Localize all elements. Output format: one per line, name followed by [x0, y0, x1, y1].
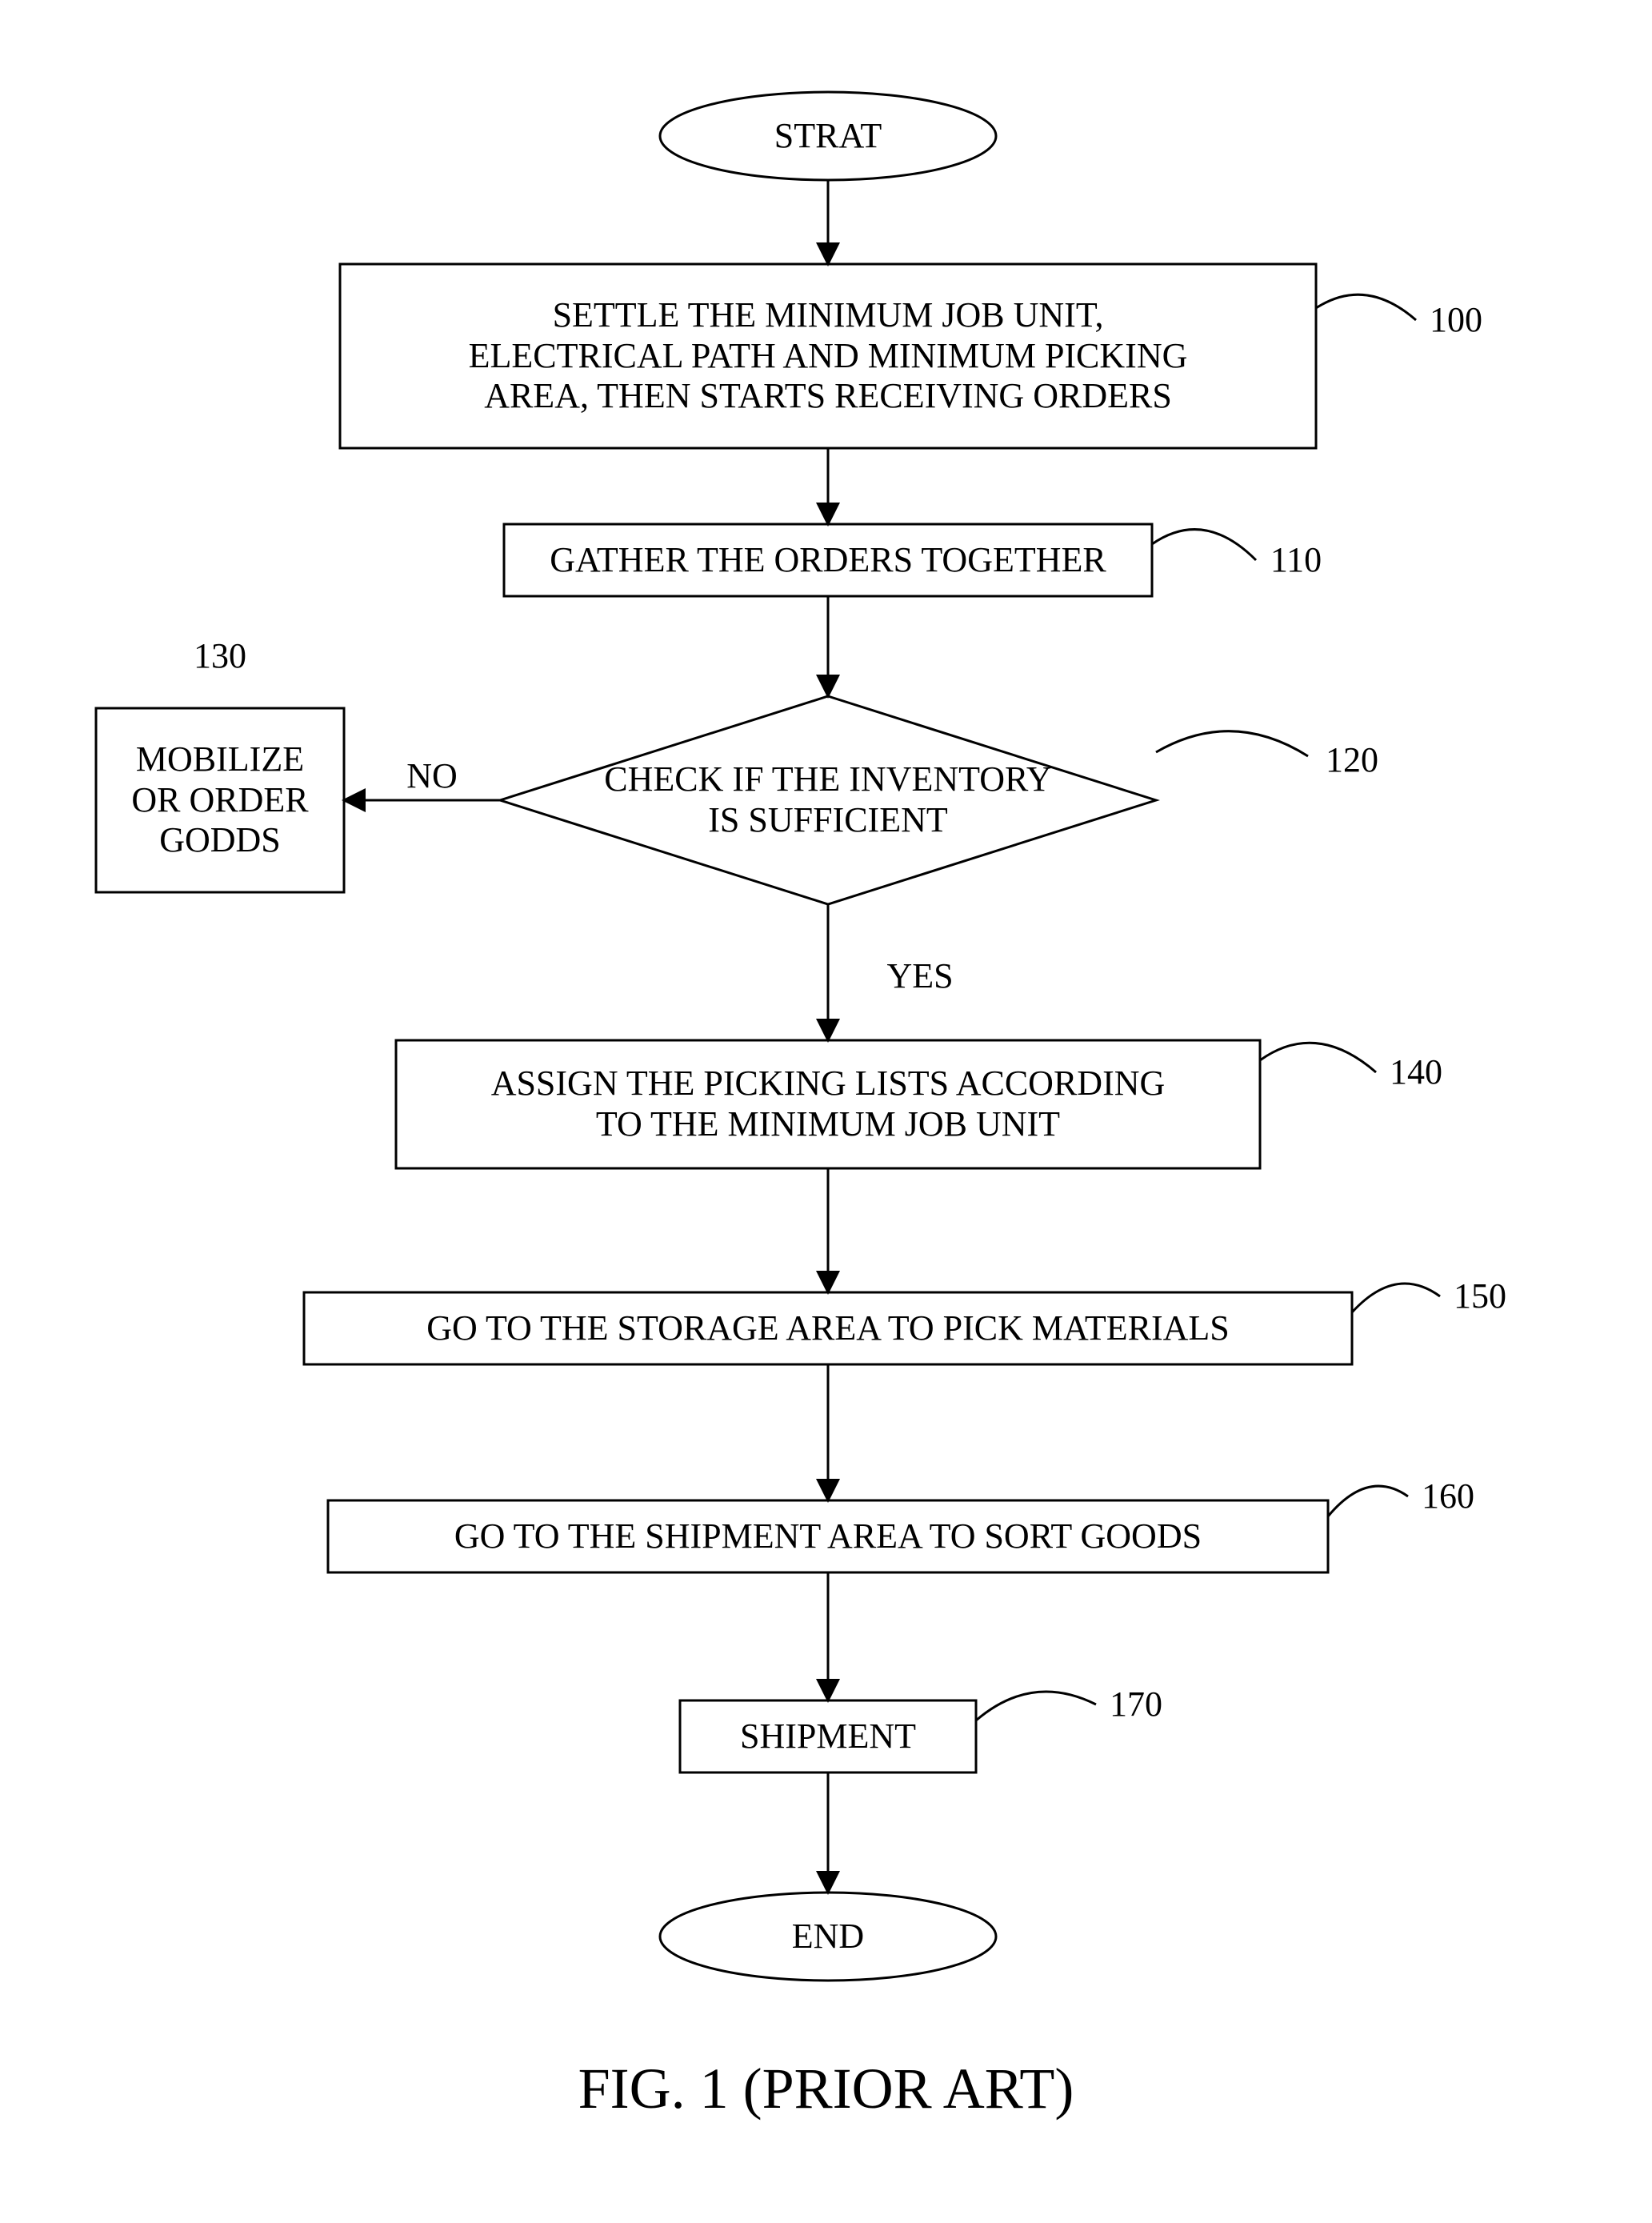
ref-label-140: 140 — [1368, 1048, 1464, 1096]
ref-label-150: 150 — [1432, 1272, 1528, 1320]
figure-caption: FIG. 1 (PRIOR ART) — [0, 2049, 1652, 2129]
node-label-step100: SETTLE THE MINIMUM JOB UNIT, ELECTRICAL … — [340, 264, 1316, 448]
ref-connector-160 — [1328, 1486, 1408, 1516]
ref-connector-100 — [1316, 294, 1416, 320]
ref-connector-120 — [1156, 731, 1308, 756]
ref-connector-140 — [1260, 1043, 1376, 1072]
node-label-step150: GO TO THE STORAGE AREA TO PICK MATERIALS — [304, 1292, 1352, 1364]
ref-connector-110 — [1152, 530, 1256, 560]
edge-label-step120-step140: YES — [864, 952, 976, 1000]
ref-connector-150 — [1352, 1284, 1440, 1312]
node-label-step140: ASSIGN THE PICKING LISTS ACCORDING TO TH… — [396, 1040, 1260, 1168]
node-label-start: STRAT — [660, 92, 996, 180]
ref-label-130: 130 — [172, 632, 268, 680]
node-label-step170: SHIPMENT — [680, 1700, 976, 1772]
node-label-step110: GATHER THE ORDERS TOGETHER — [504, 524, 1152, 596]
ref-label-120: 120 — [1304, 736, 1400, 784]
ref-label-160: 160 — [1400, 1472, 1496, 1520]
edge-label-step120-step130: NO — [376, 752, 488, 800]
node-label-step120: CHECK IF THE INVENTORY IS SUFFICIENT — [484, 696, 1173, 904]
ref-label-100: 100 — [1408, 296, 1504, 344]
ref-connector-170 — [976, 1692, 1096, 1720]
node-label-step130: MOBILIZE OR ORDER GODDS — [96, 708, 344, 892]
node-label-step160: GO TO THE SHIPMENT AREA TO SORT GOODS — [328, 1500, 1328, 1572]
ref-label-110: 110 — [1248, 536, 1344, 584]
ref-label-170: 170 — [1088, 1680, 1184, 1728]
node-label-end: END — [660, 1893, 996, 1981]
